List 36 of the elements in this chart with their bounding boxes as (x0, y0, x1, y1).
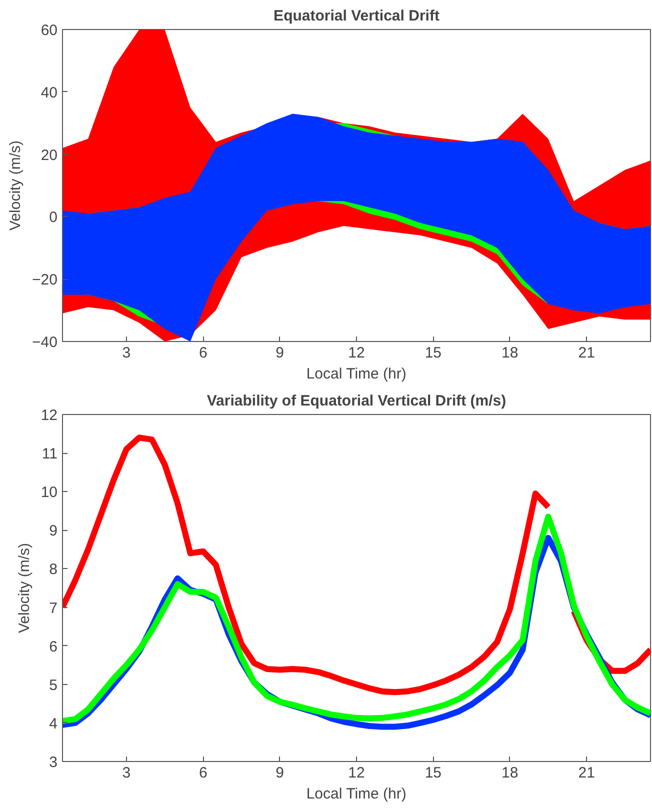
y-tick-label: 40 (40, 84, 58, 102)
y-tick-label: 3 (49, 754, 58, 771)
y-tick-label: 7 (49, 600, 58, 617)
y-tick-label: 11 (42, 446, 58, 463)
x-tick-label: 6 (198, 344, 208, 362)
chart-title: Equatorial Vertical Drift (274, 8, 440, 24)
x-tick-label: 3 (122, 344, 131, 362)
y-tick-label: 10 (40, 484, 58, 502)
x-tick-label: 9 (276, 764, 284, 782)
x-tick-label: 3 (122, 764, 131, 782)
x-tick-label: 12 (348, 344, 365, 362)
y-tick-label: 20 (40, 146, 58, 164)
x-axis-title: Local Time (hr) (306, 366, 406, 382)
y-tick-label: 0 (49, 209, 58, 226)
y-axis-title: Velocity (m/s) (7, 140, 24, 231)
y-tick-label: 12 (40, 407, 58, 424)
y-tick-label: 8 (49, 561, 58, 578)
y-axis-title: Velocity (m/s) (16, 542, 33, 634)
chart-title: Variability of Equatorial Vertical Drift (m/s) (206, 392, 506, 410)
y-tick-label: 4 (49, 715, 58, 732)
x-tick-label: 18 (502, 764, 518, 782)
x-tick-label: 18 (502, 344, 518, 362)
y-tick-label: 60 (40, 22, 58, 39)
y-tick-label: −40 (32, 334, 58, 351)
y-tick-label: −20 (32, 272, 58, 289)
x-tick-label: 12 (348, 764, 365, 782)
y-tick-label: 6 (49, 638, 58, 656)
x-axis-title: Local Time (hr) (306, 786, 406, 802)
x-tick-label: 15 (424, 344, 442, 362)
y-tick-label: 9 (49, 522, 58, 540)
x-tick-label: 21 (578, 764, 595, 782)
x-tick-label: 6 (198, 764, 208, 782)
y-tick-label: 5 (49, 676, 58, 694)
x-tick-label: 9 (276, 344, 284, 362)
x-tick-label: 21 (578, 344, 595, 362)
x-tick-label: 15 (424, 764, 442, 782)
